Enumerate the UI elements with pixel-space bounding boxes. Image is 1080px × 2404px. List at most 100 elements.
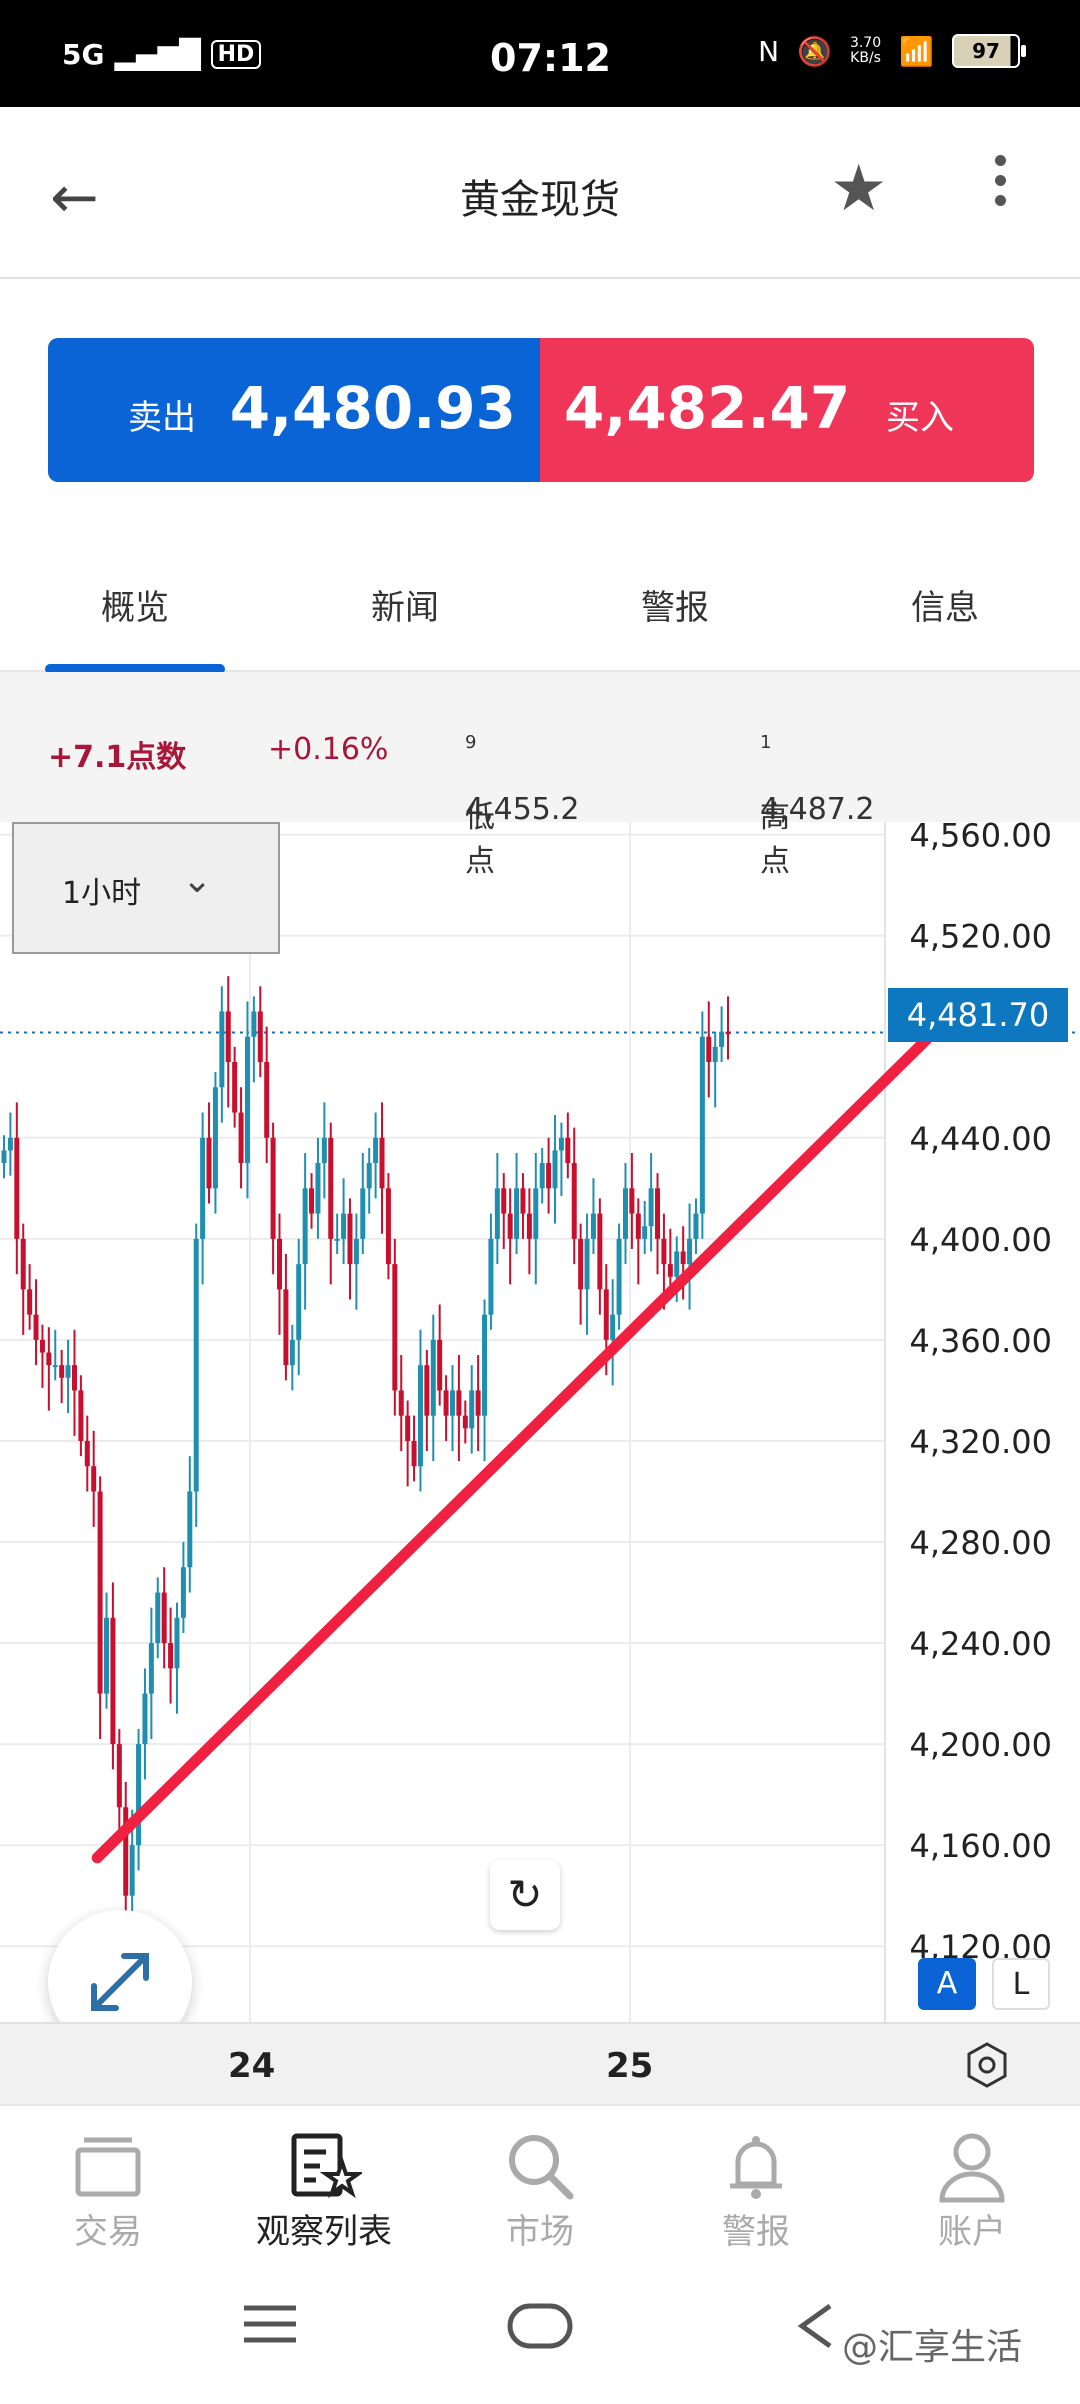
bottom-nav: 交易 观察列表 市场 警报 账户 [0, 2104, 1080, 2266]
nav-watchlist[interactable]: 观察列表 [216, 2106, 432, 2266]
back-icon[interactable] [797, 2303, 832, 2349]
buy-button[interactable]: 4,482.47 买入 [540, 338, 1034, 482]
chart-settings-icon[interactable] [962, 2040, 1012, 2090]
home-icon[interactable] [507, 2303, 573, 2349]
low-label: 低点 [465, 800, 495, 879]
hd-badge: HD [210, 40, 262, 69]
chevron-down-icon: ⌄ [182, 860, 213, 901]
candle-body [674, 1251, 680, 1277]
candle-body [546, 1163, 552, 1189]
candle-body [225, 1011, 231, 1062]
y-tick-label: 4,200.00 [910, 1726, 1053, 1764]
app-header: ← 黄金现货 ★ [0, 107, 1080, 279]
candle-body [622, 1188, 628, 1239]
candle-body [648, 1188, 654, 1227]
candle-body [136, 1744, 142, 1846]
chart-svg[interactable]: 4,560.00 4,520.00 4,440.00 4,400.00 4,360.00… [0, 817, 1080, 2022]
candle-body [52, 1365, 58, 1368]
sell-label: 卖出 [128, 398, 196, 438]
log-scale-button[interactable]: L [992, 1958, 1050, 2010]
y-tick-label: 4,400.00 [910, 1221, 1053, 1259]
candle-body [610, 1314, 616, 1340]
y-tick-label: 4,360.00 [910, 1322, 1053, 1360]
candle-body [565, 1137, 571, 1164]
candle-body [219, 1011, 225, 1088]
menu-icon[interactable] [244, 2305, 296, 2343]
tab-bar: 概览 新闻 警报 信息 [0, 520, 1080, 672]
candle-body [488, 1238, 494, 1315]
favorite-star-icon[interactable]: ★ [830, 152, 888, 226]
net-speed-unit: KB/s [850, 50, 881, 66]
more-menu-icon[interactable] [990, 155, 1010, 215]
candle-body [65, 1365, 71, 1378]
high-value: 4,487.2 [760, 792, 875, 827]
nav-trade[interactable]: 交易 [0, 2106, 216, 2266]
reset-chart-icon[interactable]: ↻ [490, 1860, 560, 1930]
candle-body [558, 1137, 564, 1151]
candle-body [347, 1213, 353, 1265]
candle-body [148, 1643, 154, 1694]
nav-alerts-label: 警报 [722, 2212, 790, 2252]
buy-label: 买入 [886, 398, 954, 438]
candle-body [341, 1213, 347, 1239]
y-tick-label: 4,280.00 [910, 1524, 1053, 1562]
candle-body [46, 1352, 52, 1366]
tab-alerts[interactable]: 警报 [641, 588, 709, 628]
candle-body [635, 1213, 641, 1239]
candle-body [642, 1226, 648, 1239]
candle-body [706, 1036, 712, 1062]
candle-body [437, 1339, 443, 1391]
nav-market[interactable]: 市场 [432, 2106, 648, 2266]
signal-label: 5G [62, 38, 105, 71]
candle-body [578, 1238, 584, 1290]
candle-body [411, 1440, 417, 1467]
auto-scale-button[interactable]: A [918, 1958, 976, 2010]
back-arrow-icon[interactable]: ← [50, 163, 99, 231]
tab-overview[interactable]: 概览 [101, 588, 169, 628]
candle-body [302, 1188, 308, 1265]
candle-body [526, 1213, 532, 1239]
candle-body [264, 1062, 270, 1138]
candle-body [168, 1643, 174, 1669]
nav-account-label: 账户 [938, 2212, 1006, 2252]
candle-body [398, 1390, 404, 1416]
trendline [91, 1021, 946, 1864]
nav-alerts[interactable]: 警报 [648, 2106, 864, 2266]
system-nav-bar [0, 2264, 1080, 2400]
candle-body [571, 1163, 577, 1239]
status-bar: 5G ▂▄▆█ HD 07:12 N 🔕 3.70 KB/s 📶 97 [0, 0, 1080, 107]
price-chart[interactable]: 4,560.00 4,520.00 4,440.00 4,400.00 4,360.00… [0, 817, 1080, 2022]
candle-body [142, 1693, 148, 1745]
candle-body [482, 1314, 488, 1416]
candle-body [405, 1415, 411, 1441]
current-price-tag: 4,481.70 [888, 988, 1068, 1042]
tab-info[interactable]: 信息 [911, 588, 979, 628]
candle-body [104, 1617, 110, 1694]
candle-body [206, 1137, 212, 1189]
bell-icon [730, 2136, 782, 2199]
net-speed-value: 3.70 [849, 35, 882, 51]
low-value: 4,455.2 [465, 792, 580, 827]
candle-body [725, 1031, 731, 1035]
x-axis-strip: 24 25 [0, 2022, 1080, 2106]
candle-body [353, 1238, 359, 1265]
watchlist-icon [291, 2133, 362, 2199]
candle-body [7, 1137, 13, 1151]
candle-body [379, 1137, 385, 1189]
change-percent: +0.16% [268, 732, 389, 767]
high-label: 高点 [760, 800, 790, 879]
tab-news[interactable]: 新闻 [371, 588, 439, 628]
candle-body [334, 1238, 340, 1241]
y-tick-label: 4,560.00 [910, 822, 1053, 855]
candle-body [244, 1036, 250, 1164]
candle-body [289, 1339, 295, 1366]
buy-price: 4,482.47 [564, 374, 851, 442]
candle-body [78, 1390, 84, 1441]
timeframe-dropdown[interactable]: 1小时 ⌄ [12, 822, 280, 954]
candle-body [238, 1112, 244, 1164]
candle-body [449, 1390, 455, 1416]
candle-body [597, 1213, 603, 1290]
candle-body [719, 1031, 725, 1047]
sell-button[interactable]: 卖出 4,480.93 [48, 338, 540, 482]
nav-account[interactable]: 账户 [864, 2106, 1080, 2266]
